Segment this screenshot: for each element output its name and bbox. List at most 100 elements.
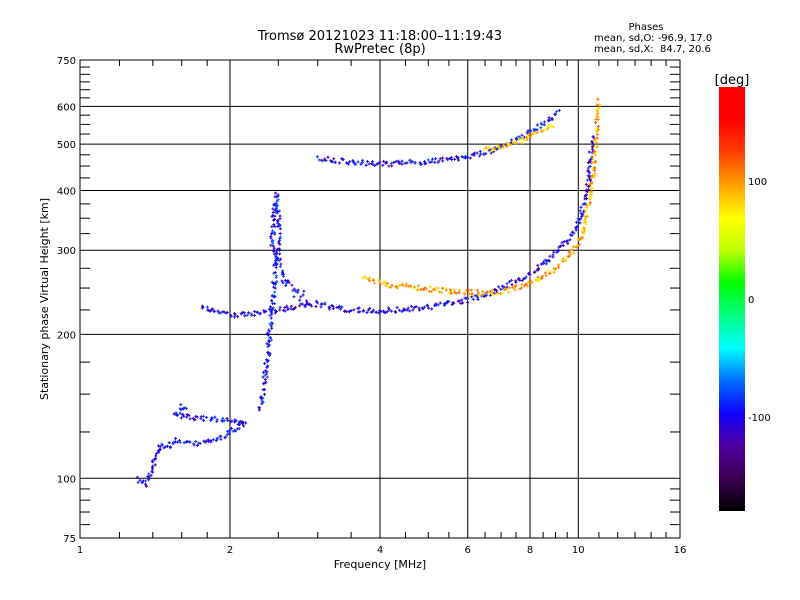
data-point [577,243,581,247]
data-point [327,307,331,311]
data-point [452,288,456,292]
data-point [358,310,362,314]
data-point [594,118,598,122]
data-point [274,191,278,195]
data-point [588,174,592,178]
data-point [509,138,513,142]
data-point [269,310,273,314]
data-point [583,194,587,198]
data-point [427,306,431,310]
data-point [201,418,205,422]
data-point [276,198,280,202]
data-point [271,282,275,286]
x-tick-label: 10 [572,545,585,556]
data-point [345,310,349,314]
data-point [269,243,273,247]
data-point [272,223,276,227]
data-point [269,324,273,328]
data-point [264,309,268,313]
data-point [511,140,515,144]
data-point [365,311,369,315]
data-point [584,182,588,186]
data-point [268,352,272,356]
data-point [588,201,592,205]
data-point [205,305,209,309]
data-point [172,440,176,444]
data-point [588,171,592,175]
data-point [529,132,533,136]
data-point [520,286,524,290]
data-point [578,221,582,225]
data-point [147,478,151,482]
data-point [423,160,427,164]
data-point [273,295,277,299]
data-point [574,228,578,232]
data-point [561,257,565,261]
data-point [289,307,293,311]
data-point [434,157,438,161]
data-point [489,151,493,155]
data-point [279,257,283,261]
data-point [518,137,522,141]
data-point [204,439,208,443]
data-point [135,475,139,479]
data-point [286,279,290,283]
data-point [323,157,327,161]
data-point [274,275,278,279]
data-point [449,156,453,160]
data-point [564,259,568,263]
data-point [593,172,597,176]
x-tick-labels: 1 2 4 6 8 10 16 [77,545,687,556]
x-tick-label: 16 [674,545,687,556]
data-point [488,293,492,297]
data-point [329,160,333,164]
data-point [566,242,570,246]
data-point [591,167,595,171]
data-point [263,392,267,396]
data-point [410,160,414,164]
data-point [319,158,323,162]
data-point [499,287,503,291]
data-point [496,291,500,295]
data-point [560,259,564,263]
data-point [526,284,530,288]
data-point [528,272,532,276]
data-point [595,103,599,107]
colorbar-gradient [719,87,745,511]
data-point [274,266,278,270]
data-point [273,270,277,274]
data-point [263,377,267,381]
data-point [430,157,434,161]
data-point [479,152,483,156]
data-point [214,439,218,443]
data-point [339,307,343,311]
data-point [268,329,272,333]
data-point [459,301,463,305]
data-point [460,155,464,159]
data-point [541,274,545,278]
data-point [381,163,385,167]
data-point [523,284,527,288]
data-point [497,145,501,149]
data-point [371,310,375,314]
data-point [315,155,319,159]
data-point [220,419,224,423]
data-point [278,265,282,269]
data-point [366,277,370,281]
data-point [587,184,591,188]
data-point [276,219,280,223]
data-point [575,225,579,229]
data-point [502,285,506,289]
data-point [272,263,276,267]
data-point [436,286,440,290]
data-point [238,419,242,423]
data-point [514,283,518,287]
y-tick-label: 500 [57,140,76,151]
data-point [395,306,399,310]
data-point [157,444,161,448]
data-point [352,308,356,312]
data-point [269,236,273,240]
chart-subtitle: RwPretec (8p) [334,42,425,57]
data-point [384,161,388,165]
data-point [510,283,514,287]
